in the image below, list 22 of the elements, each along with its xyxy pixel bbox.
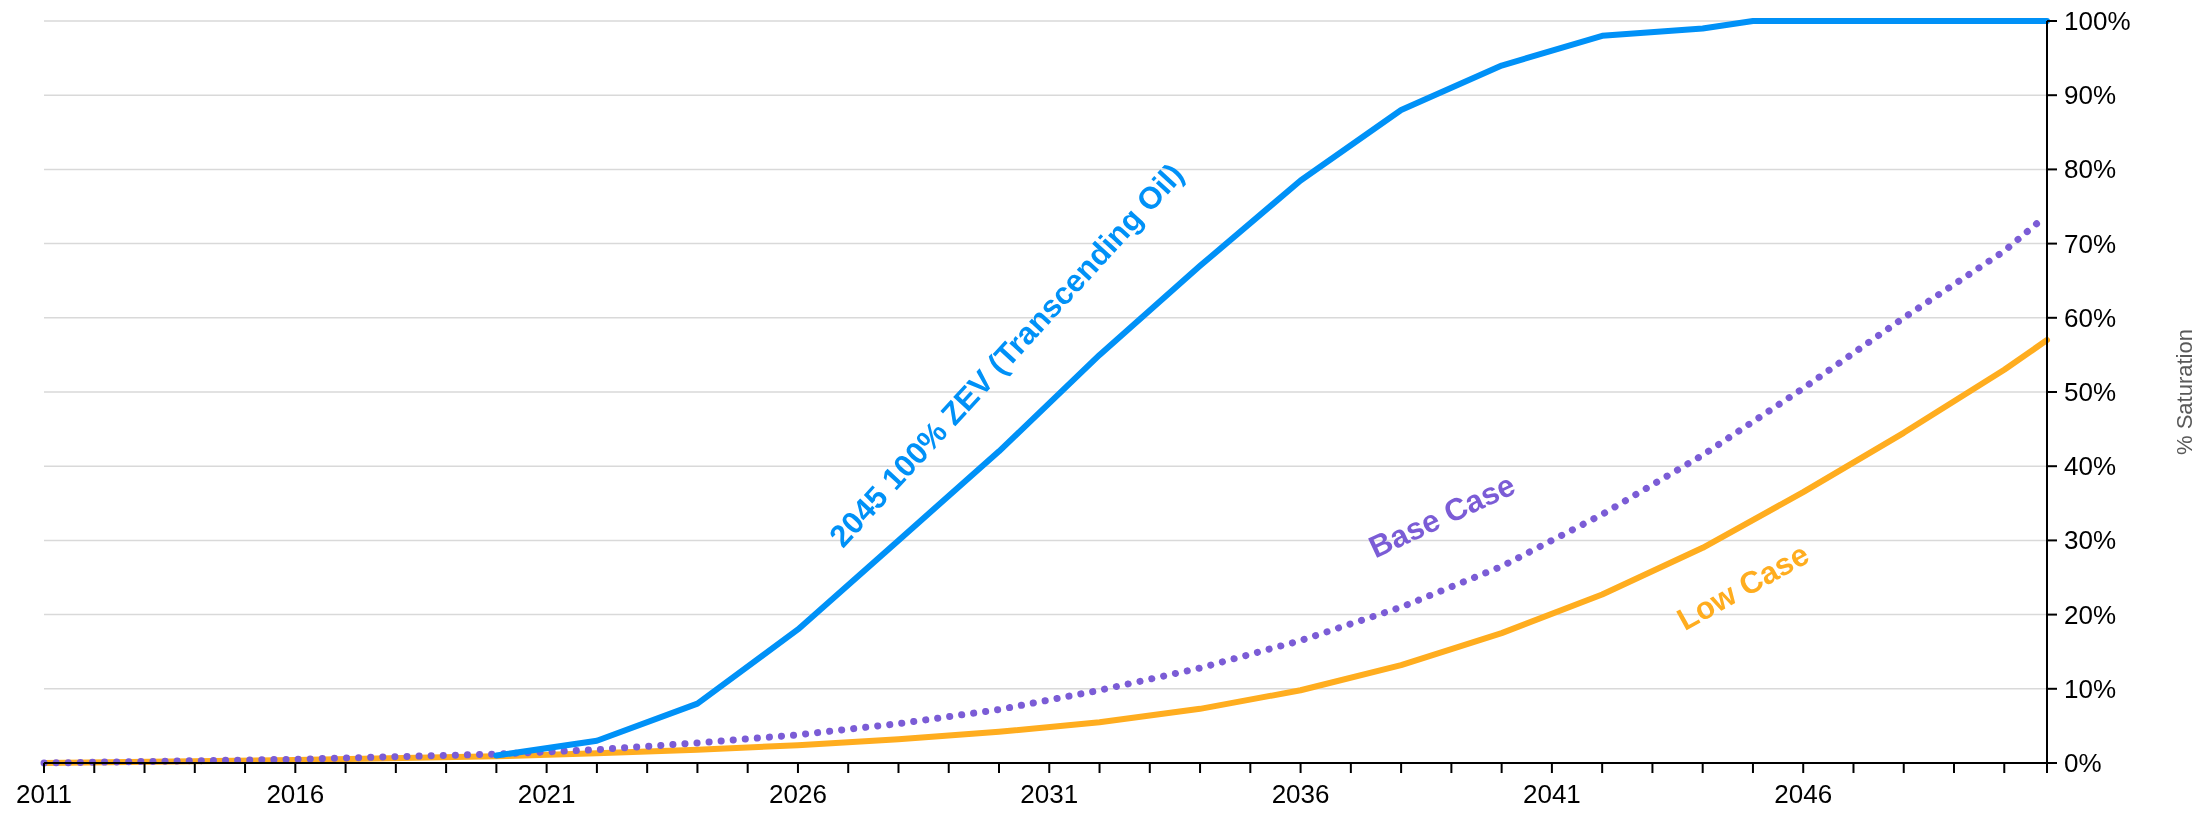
y-axis-title: % Saturation: [2172, 329, 2197, 455]
x-tick-label: 2011: [16, 779, 72, 809]
y-tick-label: 70%: [2064, 228, 2117, 259]
y-tick-label: 80%: [2064, 154, 2117, 185]
y-tick-label: 20%: [2064, 599, 2117, 630]
y-tick-label: 50%: [2064, 377, 2117, 407]
y-tick-label: 100%: [2064, 6, 2131, 36]
x-tick-label: 2031: [1020, 779, 1079, 809]
x-tick-label: 2016: [266, 779, 325, 809]
y-tick-label: 90%: [2064, 80, 2117, 111]
x-tick-label: 2046: [1774, 779, 1833, 809]
y-tick-label: 60%: [2064, 302, 2117, 333]
text: Low Case: [1671, 536, 1815, 638]
x-tick-label: 2041: [1522, 779, 1581, 809]
x-tick-label: 2036: [1271, 779, 1330, 809]
x-tick-label: 2021: [517, 779, 576, 809]
y-tick-label: 10%: [2064, 673, 2117, 704]
x-tick-label: 2026: [769, 779, 827, 809]
y-tick-label: 0%: [2064, 748, 2102, 778]
y-tick-label: 40%: [2064, 451, 2117, 482]
y-tick-label: 30%: [2064, 525, 2117, 556]
text: Base Case: [1363, 467, 1521, 566]
